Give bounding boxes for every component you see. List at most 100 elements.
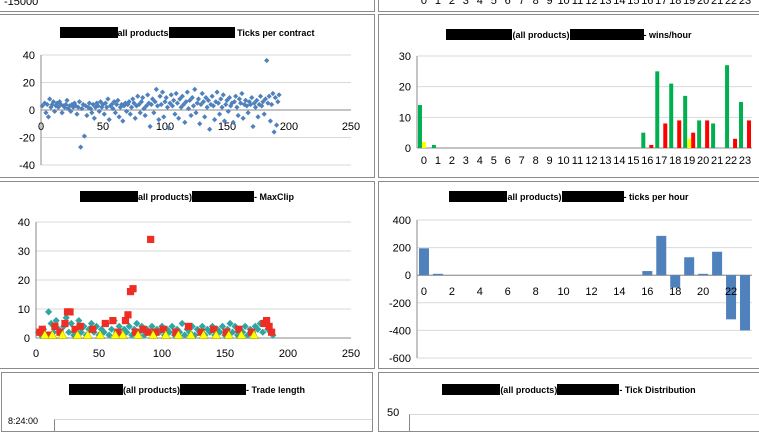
chart-trade-length: (all products) - Trade length 8:24:00: [1, 372, 373, 432]
bar: [669, 83, 674, 148]
data-point-diamond: [195, 96, 202, 102]
data-point-diamond: [205, 97, 211, 103]
data-point-diamond: [214, 89, 220, 95]
x-tick-label: 1: [435, 155, 441, 167]
data-point-diamond: [276, 92, 282, 98]
data-point-square: [147, 235, 155, 243]
x-tick-label: 17: [655, 155, 667, 167]
data-point-diamond: [67, 319, 75, 328]
data-point-diamond: [97, 325, 106, 333]
top-right-axis-svg: 0 1 2 3 4 5 6 7 8 9 10 11 12 13 14 15 16 17 18 19 20 21 22 23: [421, 0, 751, 7]
x-tick-label: 7: [519, 0, 525, 7]
data-point-diamond: [267, 118, 273, 124]
chart-ticks-per-hour: all products) - ticks per hour 400 200 0 -20…: [378, 181, 759, 369]
data-point-diamond: [39, 103, 45, 109]
data-point-diamond: [142, 112, 148, 119]
data-point-square: [152, 328, 160, 336]
data-point-diamond: [200, 99, 207, 105]
data-point-diamond: [120, 325, 128, 333]
data-point-diamond: [207, 126, 213, 132]
data-point-diamond: [145, 92, 151, 98]
bar: [747, 120, 752, 148]
data-point-diamond: [198, 101, 204, 108]
data-point-diamond: [53, 103, 59, 109]
data-point-diamond: [64, 97, 70, 103]
x-tick-label: 2: [449, 155, 455, 167]
data-point-diamond: [249, 95, 255, 101]
data-point-diamond: [269, 101, 275, 108]
data-point-diamond: [265, 100, 271, 106]
data-point-triangle: [198, 329, 209, 339]
data-point-diamond: [156, 117, 162, 123]
data-point-diamond: [84, 112, 90, 119]
x-tick-label: 7: [519, 155, 525, 167]
data-point-diamond: [225, 108, 231, 114]
x-tick-label: 8: [533, 0, 539, 7]
data-point-diamond: [54, 100, 60, 106]
redaction-bar: [446, 29, 513, 40]
data-point-diamond: [172, 111, 178, 117]
data-point-square: [184, 322, 193, 330]
data-point-diamond: [231, 99, 238, 105]
data-point-triangle: [211, 329, 222, 339]
x-tick-label: 100: [153, 348, 171, 360]
data-point-diamond: [112, 110, 118, 116]
data-point-triangle: [133, 329, 144, 339]
data-point-diamond: [127, 111, 133, 117]
data-point-square: [235, 325, 243, 333]
y-tick-label: -200: [389, 298, 411, 310]
x-tick-label: 22: [725, 155, 737, 167]
x-tick-label: 10: [557, 155, 569, 167]
data-point-square: [262, 317, 271, 325]
data-point-square: [144, 328, 152, 336]
data-point-triangle: [117, 329, 128, 339]
data-point-diamond: [164, 104, 171, 110]
data-point-diamond: [105, 96, 111, 102]
x-tick-label: 22: [725, 0, 737, 7]
data-point-diamond: [78, 144, 84, 150]
bar: [698, 273, 709, 276]
chart-title: all products) - ticks per hour: [379, 191, 759, 202]
x-tick-label: 6: [505, 0, 511, 7]
x-tick-label: 20: [697, 155, 709, 167]
x-tick-label: 9: [547, 0, 553, 7]
x-tick-label: 18: [669, 155, 681, 167]
data-point-diamond: [132, 115, 138, 121]
data-point-square: [109, 317, 117, 325]
x-tick-label: 12: [585, 286, 597, 298]
data-point-diamond: [154, 103, 161, 109]
data-point-diamond: [261, 111, 267, 117]
redaction-bar: [449, 191, 508, 202]
data-point-diamond: [240, 115, 246, 121]
data-point-diamond: [65, 106, 71, 112]
x-tick-label: 5: [491, 0, 497, 7]
data-point-diamond: [244, 103, 250, 109]
data-point-square: [210, 325, 218, 333]
redaction-bar: [561, 191, 624, 202]
x-tick-label: 50: [93, 348, 105, 360]
bar: [417, 105, 422, 148]
data-point-square: [89, 325, 97, 333]
data-point-diamond: [136, 101, 142, 108]
data-point-square: [139, 325, 147, 333]
redaction-bar: [180, 384, 246, 395]
data-point-diamond: [66, 103, 73, 109]
data-point-diamond: [90, 101, 96, 108]
x-tick-label: 22: [725, 286, 737, 298]
data-point-diamond: [161, 114, 167, 120]
data-point-diamond: [177, 96, 183, 102]
data-point-square: [268, 328, 276, 336]
x-tick-label: 14: [613, 155, 625, 167]
y-tick-label: -400: [389, 325, 411, 337]
data-point-diamond: [130, 96, 136, 102]
data-point-diamond: [55, 104, 61, 110]
data-point-diamond: [79, 106, 85, 112]
data-point-diamond: [213, 99, 219, 105]
bar: [663, 123, 668, 148]
data-point-diamond: [157, 93, 163, 99]
x-tick-label: 13: [599, 0, 611, 7]
x-tick-label: 20: [697, 0, 709, 7]
x-tick-label: 0: [421, 155, 427, 167]
data-point-diamond: [167, 100, 173, 106]
data-point-square: [172, 328, 180, 336]
